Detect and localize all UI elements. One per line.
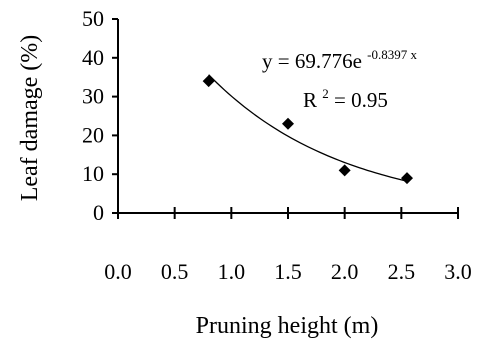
x-tick-label: 0.5 bbox=[161, 259, 189, 284]
y-tick-label: 10 bbox=[82, 161, 104, 186]
y-tick-label: 50 bbox=[82, 6, 104, 31]
x-tick-label: 3.0 bbox=[444, 259, 472, 284]
x-tick-label: 0.0 bbox=[104, 259, 132, 284]
x-tick-label: 2.5 bbox=[388, 259, 416, 284]
equation-main: y = 69.776e bbox=[262, 49, 362, 73]
data-point bbox=[401, 172, 413, 185]
y-tick-label: 40 bbox=[82, 45, 104, 70]
y-tick-label: 20 bbox=[82, 122, 104, 147]
y-tick-label: 30 bbox=[82, 84, 104, 109]
plot-area: 0.0 0.5 1.0 1.5 2.0 2.5 3.0 0 10 20 30 40 50 bbox=[82, 6, 472, 284]
trendline bbox=[208, 74, 408, 182]
trendline-equation: y = 69.776e -0.8397 x bbox=[262, 47, 418, 73]
data-point bbox=[282, 117, 294, 130]
r-squared-label: R 2 = 0.95 bbox=[303, 79, 388, 112]
y-axis-title: Leaf damage (%) bbox=[17, 35, 43, 202]
r-squared-superscript: 2 bbox=[322, 86, 329, 101]
x-axis-title: Pruning height (m) bbox=[196, 313, 379, 339]
r-squared-value: = 0.95 bbox=[334, 88, 388, 112]
data-point bbox=[202, 75, 215, 88]
equation-exponent: -0.8397 x bbox=[367, 47, 417, 62]
r-squared-base: R bbox=[303, 88, 317, 112]
x-tick-label: 1.0 bbox=[218, 259, 246, 284]
x-tick-label: 2.0 bbox=[331, 259, 359, 284]
y-tick-label: 0 bbox=[93, 200, 104, 225]
x-tick-label: 1.5 bbox=[274, 259, 302, 284]
data-point bbox=[338, 164, 351, 177]
